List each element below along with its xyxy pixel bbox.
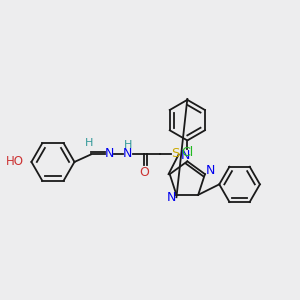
- Text: N: N: [167, 191, 176, 204]
- Text: N: N: [206, 164, 215, 177]
- Text: N: N: [180, 149, 190, 163]
- Text: S: S: [171, 147, 180, 161]
- Text: H: H: [124, 140, 133, 150]
- Text: HO: HO: [6, 155, 24, 168]
- Text: N: N: [123, 147, 133, 161]
- Text: O: O: [140, 166, 149, 179]
- Text: Cl: Cl: [181, 146, 194, 159]
- Text: H: H: [85, 138, 94, 148]
- Text: N: N: [105, 147, 114, 161]
